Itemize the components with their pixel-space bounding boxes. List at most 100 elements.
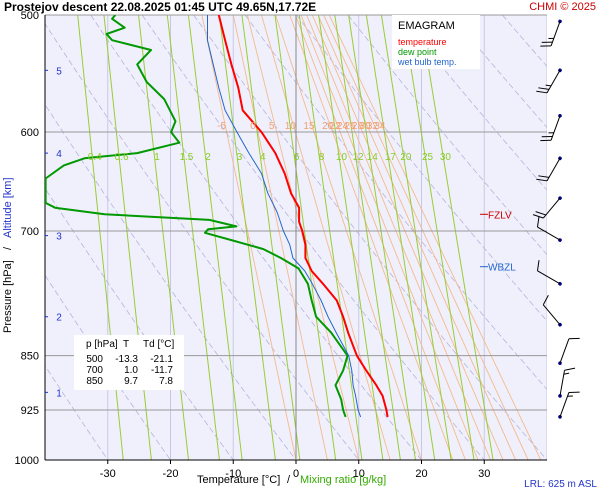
mixing-ratio-line bbox=[187, 15, 243, 460]
altitude-tick-label: 2 bbox=[56, 313, 62, 324]
pressure-tick-label: 925 bbox=[21, 405, 39, 417]
wind-barb bbox=[558, 367, 576, 398]
wind-barb-flag bbox=[536, 90, 548, 94]
wind-barb-staff bbox=[537, 226, 561, 241]
x-tick-label: 30 bbox=[478, 468, 490, 480]
moist-adiabat bbox=[289, 15, 454, 460]
table-cell: -21.1 bbox=[150, 354, 173, 365]
moist-adiabat-label: 34 bbox=[374, 121, 386, 132]
x-axis-separator: / bbox=[287, 474, 291, 486]
wind-barb-flag bbox=[568, 391, 580, 393]
moist-adiabat bbox=[294, 15, 466, 460]
copyright-text: CHMI © 2025 bbox=[529, 1, 596, 13]
wind-barb bbox=[532, 196, 562, 219]
mixing-ratio-line bbox=[401, 15, 475, 460]
mixing-ratio-label: 12 bbox=[352, 152, 364, 163]
mixing-ratio-line bbox=[419, 15, 494, 460]
table-cell: 1.0 bbox=[124, 365, 138, 376]
wind-barb-flag bbox=[532, 214, 544, 219]
surface-table: p [hPa] T Td [°C] 500 -13.3 -21.1 700 1.… bbox=[74, 335, 184, 390]
table-cell: 500 bbox=[86, 354, 103, 365]
wind-barb-flag bbox=[568, 337, 580, 340]
mixing-ratio-line bbox=[241, 15, 301, 460]
wind-barb-flag bbox=[538, 87, 550, 90]
x-tick-label: -20 bbox=[163, 468, 179, 480]
y-axis-label: Pressure [hPa] bbox=[2, 260, 14, 333]
chart-title: Prostejov descent 22.08.2025 01:45 UTC 4… bbox=[4, 0, 316, 14]
moist-adiabat-label: 30 bbox=[359, 121, 371, 132]
mixing-ratio-label: 0.6 bbox=[115, 152, 129, 163]
y-axis-title: Pressure [hPa] / Altitude [km] bbox=[2, 177, 14, 333]
wet-bulb-temp-series-line bbox=[207, 15, 362, 418]
wind-barb-staff bbox=[546, 70, 561, 94]
moist-adiabat bbox=[311, 15, 504, 460]
mixing-ratio-label: 6 bbox=[294, 152, 300, 163]
moist-adiabat-label: 5 bbox=[269, 121, 275, 132]
wind-barb bbox=[542, 295, 562, 327]
mixing-ratio-line bbox=[348, 15, 416, 460]
moist-adiabat bbox=[275, 15, 422, 460]
wind-barb-flag bbox=[541, 41, 553, 43]
dry-adiabat bbox=[296, 15, 547, 322]
mixing-ratio-line bbox=[298, 15, 363, 460]
mixing-ratio-label: 10 bbox=[336, 152, 348, 163]
table-header-p: p [hPa] bbox=[86, 339, 118, 350]
moist-adiabat-label: 22 bbox=[330, 121, 342, 132]
wind-barb-half-flag bbox=[548, 37, 554, 39]
table-box bbox=[74, 335, 184, 390]
altitude-tick-label: 3 bbox=[56, 232, 62, 243]
mixing-ratio-label: 1.5 bbox=[179, 152, 193, 163]
moist-adiabat bbox=[317, 15, 517, 460]
wind-barb-flag bbox=[564, 367, 576, 371]
moist-adiabat-label: 15 bbox=[303, 121, 315, 132]
moist-adiabat bbox=[232, 15, 328, 460]
dry-adiabat bbox=[45, 365, 109, 460]
table-header-td: Td [°C] bbox=[143, 339, 174, 350]
moist-adiabat-label: 24 bbox=[337, 121, 349, 132]
pressure-tick-label: 600 bbox=[21, 127, 39, 139]
wind-barb bbox=[536, 156, 562, 182]
moist-adiabat bbox=[261, 15, 391, 460]
wind-barb bbox=[536, 216, 562, 242]
temperatureseries-line bbox=[217, 15, 389, 418]
mixing-ratio-line bbox=[166, 15, 220, 460]
wind-barb-flag bbox=[540, 45, 552, 47]
wind-barb bbox=[536, 68, 562, 94]
table-cell: -11.7 bbox=[151, 365, 173, 376]
moist-adiabat-label: 0 bbox=[250, 121, 256, 132]
legend-wet-bulb: wet bulb temp. bbox=[397, 57, 457, 67]
wind-barb-flag bbox=[536, 178, 548, 182]
wind-barb-flag bbox=[540, 139, 552, 142]
wind-barb-flag bbox=[536, 260, 540, 271]
dry-adiabat bbox=[399, 15, 547, 191]
mixing-ratio-label: 14 bbox=[367, 152, 379, 163]
wind-barb-staff bbox=[537, 270, 561, 285]
lrl-text: LRL: 625 m ASL bbox=[524, 479, 597, 490]
y-axis-label-altitude: Altitude [km] bbox=[2, 177, 14, 238]
dry-adiabat bbox=[45, 23, 360, 460]
mixing-ratio-label: 1 bbox=[154, 152, 160, 163]
altitude-tick-label: 4 bbox=[56, 149, 62, 160]
wind-barb bbox=[558, 337, 580, 366]
mixing-ratio-label: 30 bbox=[440, 152, 452, 163]
x-tick-label: 0 bbox=[293, 468, 299, 480]
legend-box bbox=[392, 15, 480, 69]
mixing-ratio-label: 17 bbox=[385, 152, 397, 163]
moist-adiabat-label: -5 bbox=[217, 121, 226, 132]
table-cell: 9.7 bbox=[124, 376, 138, 387]
mixing-ratio-label: 4 bbox=[260, 152, 266, 163]
moist-adiabat-label: 20 bbox=[322, 121, 334, 132]
wind-barbs bbox=[532, 19, 580, 419]
wind-barb-flag bbox=[542, 295, 549, 306]
wind-barb-half-flag bbox=[548, 132, 554, 134]
x-tick-label: 20 bbox=[415, 468, 427, 480]
mixing-ratio-label: 3 bbox=[237, 152, 243, 163]
table-cell: 7.8 bbox=[159, 376, 173, 387]
wind-barb-staff bbox=[559, 370, 566, 396]
mixing-ratio-label: 8 bbox=[319, 152, 325, 163]
profile-series bbox=[45, 15, 389, 418]
wind-barb-half-flag bbox=[567, 395, 573, 397]
pressure-tick-label: 1000 bbox=[15, 455, 39, 467]
